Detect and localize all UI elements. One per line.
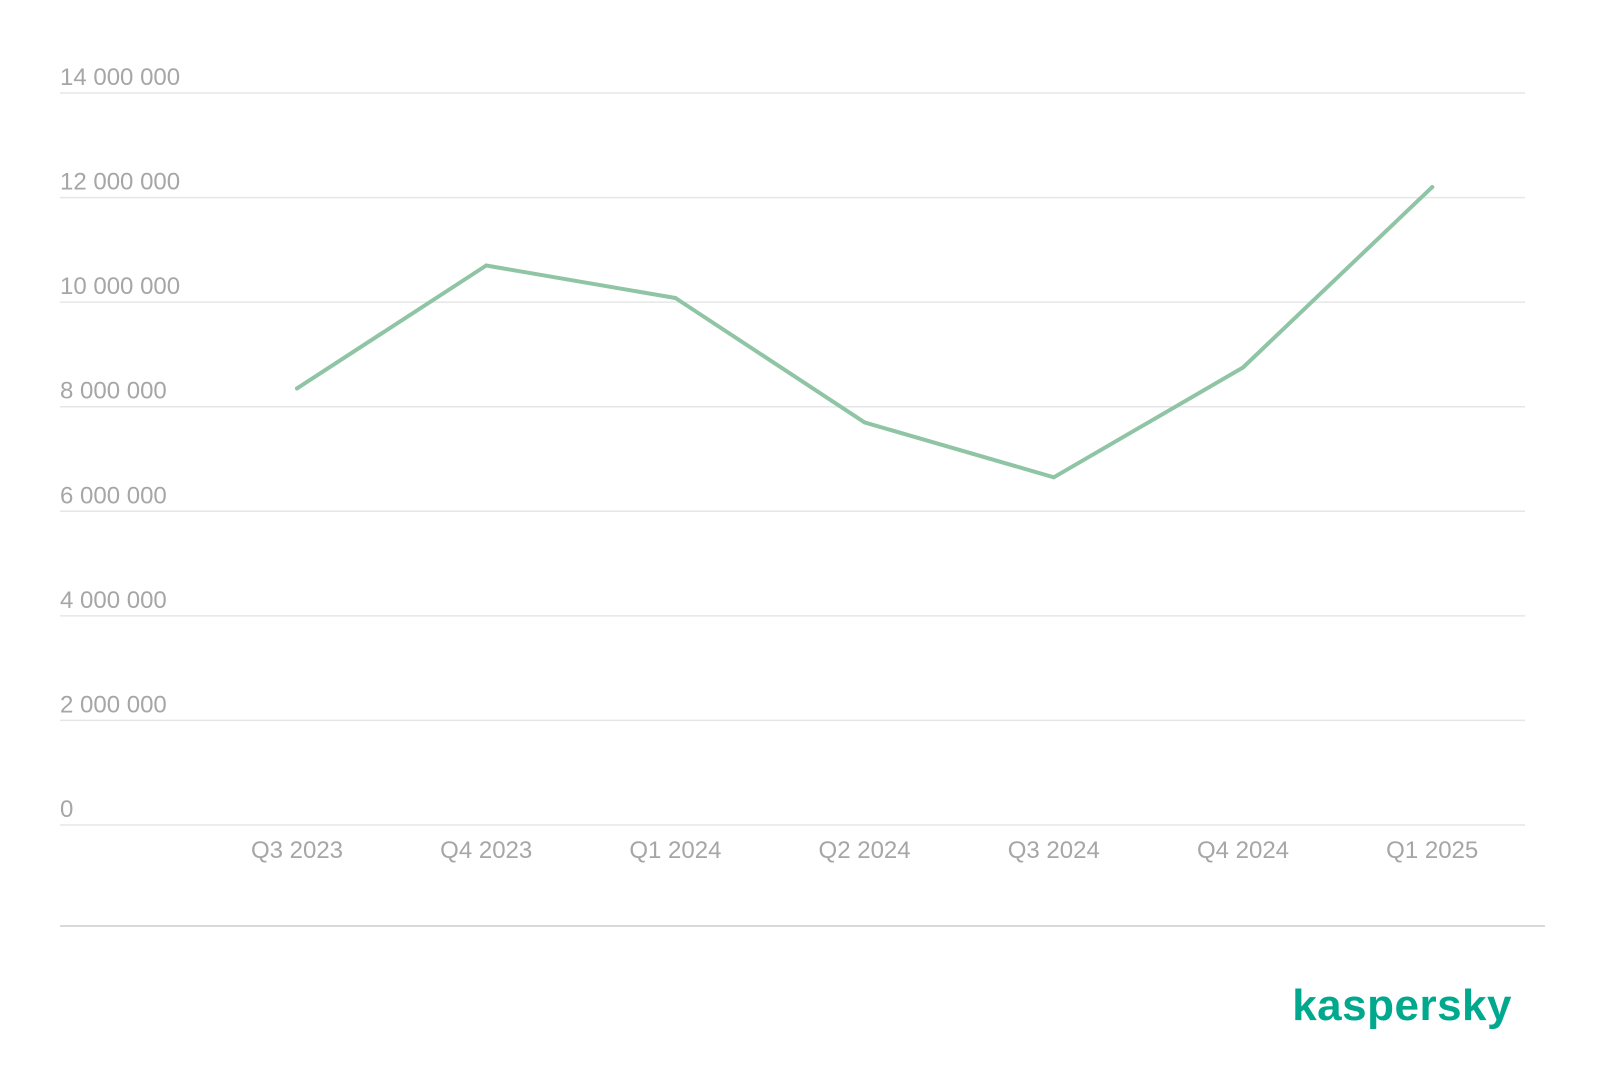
data-point bbox=[295, 386, 299, 391]
x-tick-label: Q1 2025 bbox=[1386, 837, 1478, 864]
y-tick-label: 14 000 000 bbox=[60, 64, 180, 91]
data-point bbox=[1051, 475, 1056, 480]
data-point bbox=[1241, 365, 1245, 370]
kaspersky-logo: kaspersky bbox=[1292, 981, 1512, 1030]
series-line bbox=[295, 185, 1435, 480]
y-tick-label: 4 000 000 bbox=[60, 587, 167, 614]
x-tick-label: Q2 2024 bbox=[819, 837, 911, 864]
gridlines bbox=[60, 92, 1525, 826]
data-point bbox=[673, 295, 678, 300]
y-tick-label: 6 000 000 bbox=[60, 482, 167, 509]
x-tick-label: Q4 2024 bbox=[1197, 837, 1289, 864]
data-point bbox=[484, 263, 489, 268]
y-tick-label: 0 bbox=[60, 796, 73, 823]
x-tick-label: Q4 2023 bbox=[440, 837, 532, 864]
x-tick-label: Q3 2024 bbox=[1008, 837, 1100, 864]
data-point bbox=[862, 420, 867, 425]
y-tick-label: 12 000 000 bbox=[60, 169, 180, 196]
data-point bbox=[1430, 185, 1435, 190]
y-tick-label: 10 000 000 bbox=[60, 273, 180, 300]
x-tick-label: Q1 2024 bbox=[629, 837, 721, 864]
y-axis-tick-labels: 0 2 000 000 4 000 000 6 000 000 8 000 000 10 … bbox=[60, 64, 180, 823]
x-axis-tick-labels: Q3 2023 Q4 2023 Q1 2024 Q2 2024 Q3 2024 Q4 20… bbox=[251, 837, 1478, 864]
y-tick-label: 2 000 000 bbox=[60, 691, 167, 718]
x-tick-label: Q3 2023 bbox=[251, 837, 343, 864]
y-tick-label: 8 000 000 bbox=[60, 378, 167, 405]
series-layer bbox=[295, 185, 1435, 480]
